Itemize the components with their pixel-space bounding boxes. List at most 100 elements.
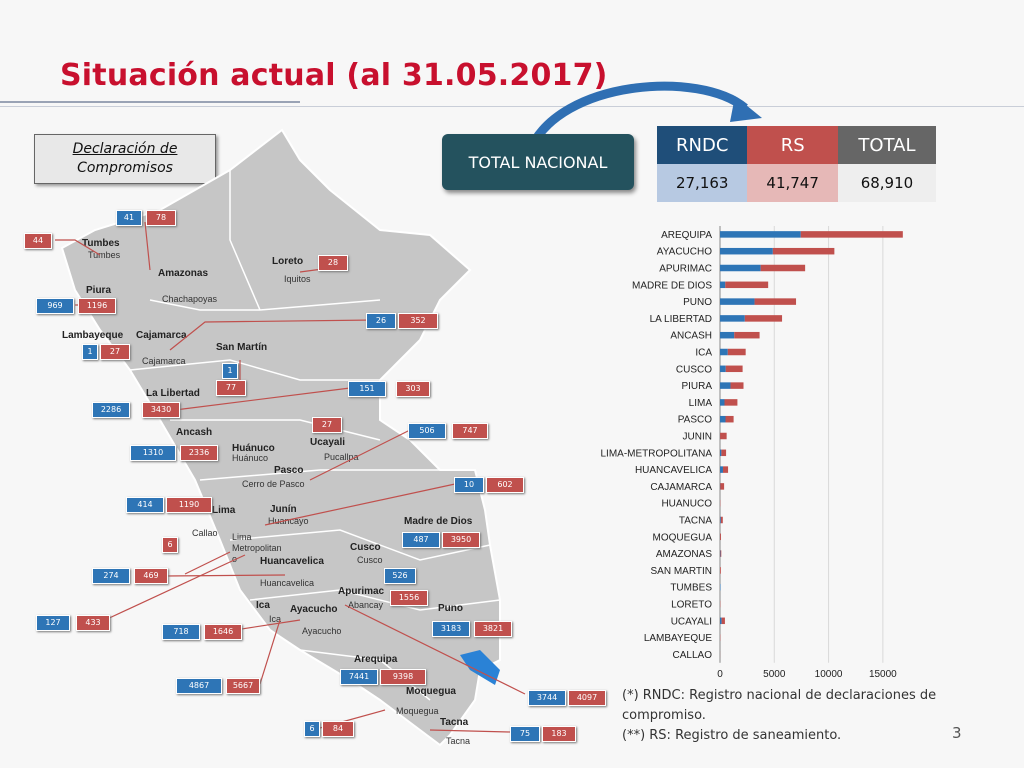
region-label: Arequipa (354, 654, 398, 665)
footnote-rndc: (*) RNDC: Registro nacional de declaraci… (622, 688, 937, 723)
badge-rs-lake: 4097 (568, 690, 606, 706)
region-label: Ayacucho (290, 604, 337, 615)
bar-rs (800, 231, 903, 238)
region-label: Cusco (350, 542, 381, 553)
category-label: CUSCO (676, 364, 712, 375)
bar-rndc (720, 298, 755, 305)
badge-rndc-ucayali: 151 (348, 381, 386, 397)
category-label: JUNIN (683, 432, 712, 443)
badge-rs-la-libertad: 3430 (142, 402, 180, 418)
city-label: Huancavelica (260, 578, 314, 588)
city-label: Huancayo (268, 516, 309, 526)
region-label: Ucayali (310, 437, 345, 448)
city-label: Abancay (348, 600, 384, 610)
badge-rndc-san-martin: 1 (222, 363, 238, 379)
leader-lines (55, 221, 526, 733)
bar-rs (721, 449, 727, 457)
badge-rndc-lima-metropolitana: 127 (36, 615, 70, 631)
bar-rs (720, 567, 721, 574)
city-label: Chachapoyas (162, 294, 218, 304)
category-label: MADRE DE DIOS (632, 280, 712, 291)
badge-rndc-ayacucho: 4867 (176, 678, 222, 694)
badge-rs-ucayali: 303 (396, 381, 430, 397)
badge-rs-arequipa: 9398 (380, 669, 426, 685)
badge-rs-piura: 1196 (78, 298, 116, 314)
slide-title: Situación actual (al 31.05.2017) (60, 58, 608, 93)
bar-rs (720, 550, 722, 557)
badge-rs-apurimac: 1556 (390, 590, 428, 606)
category-label: CAJAMARCA (650, 482, 712, 493)
bar-rs (772, 247, 835, 255)
category-label: HUANUCO (661, 499, 712, 510)
badge-rs-tacna: 183 (542, 726, 576, 742)
region-label: Tacna (440, 717, 469, 728)
bar-rndc (720, 382, 731, 389)
header-rndc: RNDC (657, 126, 748, 164)
badge-rndc-lima: 414 (126, 497, 164, 513)
city-label: Moquegua (396, 706, 439, 716)
badge-rndc-arequipa: 7441 (340, 669, 378, 685)
region-label: Huancavelica (260, 556, 324, 567)
city-label: Ayacucho (302, 626, 341, 636)
region-label: San Martín (216, 342, 267, 353)
category-label: CALLAO (673, 650, 713, 661)
category-label: LIMA-METROPOLITANA (601, 448, 713, 459)
bar-rs (744, 315, 783, 322)
city-label: Tumbes (88, 250, 121, 260)
badge-rndc-cusco: 526 (384, 568, 416, 584)
badge-rndc-huancavelica: 274 (92, 568, 130, 584)
badge-rs-ayacucho: 5667 (226, 678, 260, 694)
bar-rs (721, 617, 725, 625)
badge-rs-lima: 1190 (166, 497, 212, 513)
badge-rs-lambayeque: 27 (100, 344, 130, 360)
x-tick-label: 5000 (763, 669, 786, 680)
x-tick-label: 10000 (815, 669, 843, 680)
bar-rs (727, 348, 746, 356)
city-label: o (232, 554, 237, 564)
category-label: AYACUCHO (657, 247, 712, 258)
declaracion-line1: Declaración de (72, 141, 178, 157)
badge-rs-puno: 3821 (474, 621, 512, 637)
badge-rs-loreto: 28 (318, 255, 348, 271)
region-label: Amazonas (158, 268, 208, 279)
category-label: PASCO (678, 415, 712, 426)
bar-rndc (720, 415, 726, 423)
bar-rndc (720, 365, 726, 373)
category-label: TUMBES (670, 583, 712, 594)
bar-rs (720, 516, 723, 524)
value-rndc: 27,163 (657, 164, 748, 202)
bar-rs (720, 533, 721, 541)
category-label: LIMA (689, 398, 713, 409)
region-label: Piura (86, 285, 111, 296)
badge-rndc-moquegua: 6 (304, 721, 320, 737)
region-label: Cajamarca (136, 330, 187, 341)
category-label: PIURA (681, 381, 712, 392)
city-label: Metropolitan (232, 543, 282, 553)
bar-rndc (720, 281, 726, 289)
category-label: UCAYALI (671, 616, 712, 627)
city-label: Cajamarca (142, 356, 186, 366)
badge-rs-ica: 1646 (204, 624, 242, 640)
bar-rndc (720, 516, 721, 524)
badge-rs-cajamarca: 352 (398, 313, 438, 329)
badge-rs-san-martin: 77 (216, 380, 246, 396)
bar-rndc (720, 331, 735, 339)
bar-chart: 0 5000 10000 15000 AREQUIPA AYACUCHO APURIMAC M… (601, 226, 903, 680)
region-label: La Libertad (146, 388, 200, 399)
city-label: Cerro de Pasco (242, 479, 305, 489)
city-label: Ica (269, 614, 281, 624)
badge-rs-ancash: 2336 (180, 445, 218, 461)
badge-rndc-tumbes: 44 (24, 233, 52, 249)
badge-rndc-amazonas: 41 (116, 210, 142, 226)
badge-rs-amazonas: 78 (146, 210, 176, 226)
category-label: SAN MARTIN (651, 566, 713, 577)
region-label: Huánuco (232, 443, 275, 454)
badge-rs-huanuco: 27 (312, 417, 342, 433)
category-label: MOQUEGUA (653, 532, 713, 543)
value-rs: 41,747 (747, 164, 838, 202)
footnote-rs: (**) RS: Registro de saneamiento. (622, 728, 842, 743)
value-total: 68,910 (837, 164, 936, 202)
title-underline (0, 101, 300, 103)
region-label: Apurimac (338, 586, 385, 597)
badge-rndc-piura: 969 (36, 298, 74, 314)
